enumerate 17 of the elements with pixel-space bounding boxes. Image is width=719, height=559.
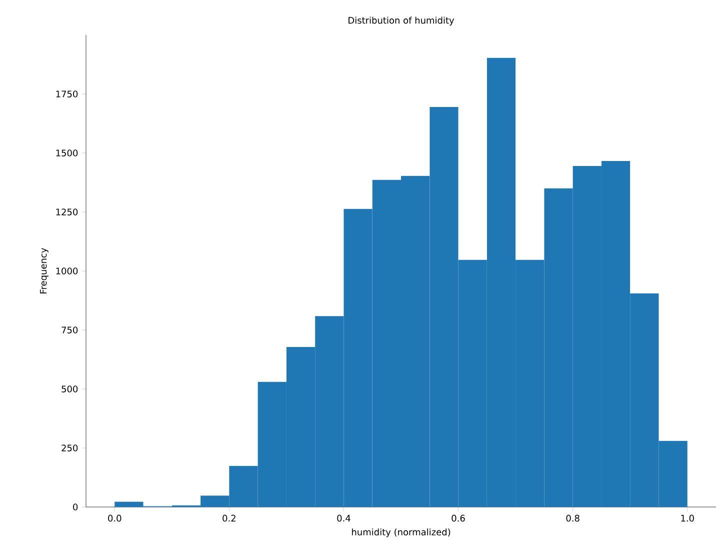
y-tick-label: 500: [62, 386, 78, 392]
chart-title: Distribution of humidity: [348, 16, 454, 26]
x-tick-label: 0.0: [108, 514, 122, 522]
y-tick-label: 250: [62, 444, 78, 452]
y-axis-title: Frequency: [40, 248, 48, 294]
x-axis-title: humidity (normalized): [352, 528, 450, 538]
y-tick-label: 1500: [56, 150, 78, 156]
y-tick-label: 1000: [56, 268, 78, 274]
y-tick-label: 750: [62, 326, 78, 334]
x-tick-label: 0.8: [566, 514, 580, 522]
x-tick-label: 0.2: [222, 514, 236, 522]
y-tick-label: 1750: [56, 90, 78, 98]
x-tick-label: 0.4: [337, 514, 350, 522]
x-tick-label: 0.6: [452, 514, 465, 522]
x-tick-label: 1.0: [681, 514, 694, 522]
y-tick-label: 0: [73, 504, 78, 510]
y-tick-label: 1250: [56, 208, 78, 216]
